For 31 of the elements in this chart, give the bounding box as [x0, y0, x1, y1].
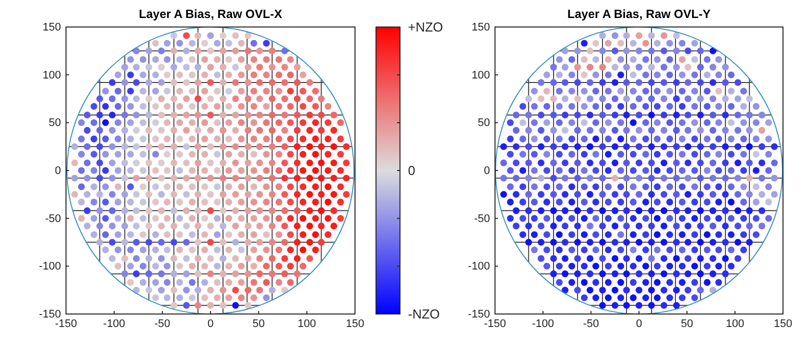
y-tick-label: -100	[468, 260, 490, 273]
x-tick-label: -100	[103, 318, 126, 330]
chart-title: Layer A Bias, Raw OVL-X	[138, 7, 282, 21]
y-tick-label: 150	[472, 22, 490, 34]
x-tick-label: -50	[583, 318, 599, 330]
y-tick-label: 100	[472, 69, 490, 82]
y-tick-label: -50	[45, 212, 61, 225]
y-tick-label: 50	[478, 117, 490, 130]
y-tick-label: 0	[54, 165, 61, 178]
chart-title: Layer A Bias, Raw OVL-Y	[567, 7, 711, 21]
y-tick-label: 150	[42, 22, 61, 34]
y-tick-label: 50	[48, 117, 61, 130]
x-tick-label: 100	[726, 318, 744, 330]
color-bar-label: +NZO	[408, 20, 444, 35]
x-tick-label: 0	[636, 318, 642, 330]
y-tick-label: -100	[38, 260, 61, 273]
x-tick-label: -100	[532, 318, 554, 330]
y-tick-label: -150	[38, 308, 61, 321]
x-tick-label: 150	[774, 318, 792, 330]
y-tick-label: -150	[468, 308, 490, 321]
x-tick-label: 50	[252, 318, 265, 330]
x-tick-label: 0	[207, 318, 214, 330]
x-tick-label: 150	[346, 318, 364, 330]
y-tick-label: 100	[42, 69, 61, 82]
y-tick-label: -50	[474, 212, 490, 225]
color-bar-label: -NZO	[408, 306, 440, 322]
y-tick-label: 0	[484, 165, 490, 178]
x-tick-label: 100	[298, 318, 316, 330]
x-tick-label: 50	[680, 318, 694, 330]
x-tick-label: -50	[154, 318, 170, 330]
color-bar-label: 0	[408, 163, 416, 178]
